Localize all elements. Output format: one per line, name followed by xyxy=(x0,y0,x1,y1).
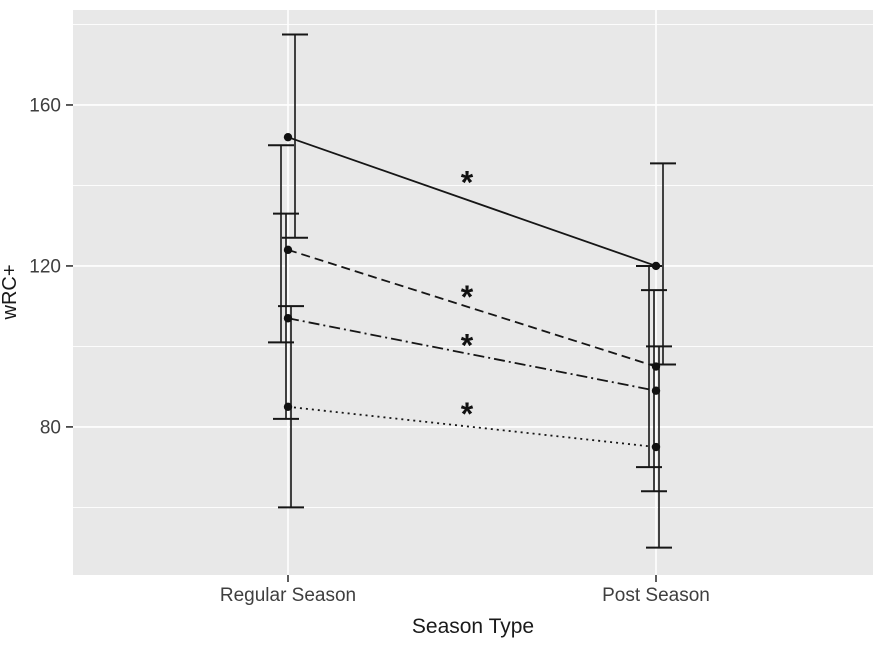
data-point xyxy=(283,132,293,142)
x-tick-label: Post Season xyxy=(602,585,710,606)
significance-asterisk: * xyxy=(461,327,474,363)
data-point xyxy=(283,402,293,411)
panel-background xyxy=(73,10,873,575)
significance-asterisk: * xyxy=(461,279,474,315)
series-line-solid xyxy=(287,136,657,267)
data-point xyxy=(651,261,661,271)
y-tick-label: 160 xyxy=(29,95,61,116)
y-tick-label: 120 xyxy=(29,256,61,277)
x-tick-label: Regular Season xyxy=(220,585,356,606)
x-axis-title: Season Type xyxy=(412,615,534,638)
data-point xyxy=(283,245,293,255)
significance-asterisk: * xyxy=(461,164,474,200)
data-point xyxy=(651,386,661,395)
data-point xyxy=(283,314,293,323)
y-axis-title: wRC+ xyxy=(0,264,21,320)
y-tick-label: 80 xyxy=(40,417,61,438)
data-point xyxy=(651,442,661,452)
significance-asterisk: * xyxy=(461,396,474,432)
series-line-dotted xyxy=(287,405,657,448)
series-line-dashed xyxy=(287,248,657,368)
data-point xyxy=(651,362,661,371)
